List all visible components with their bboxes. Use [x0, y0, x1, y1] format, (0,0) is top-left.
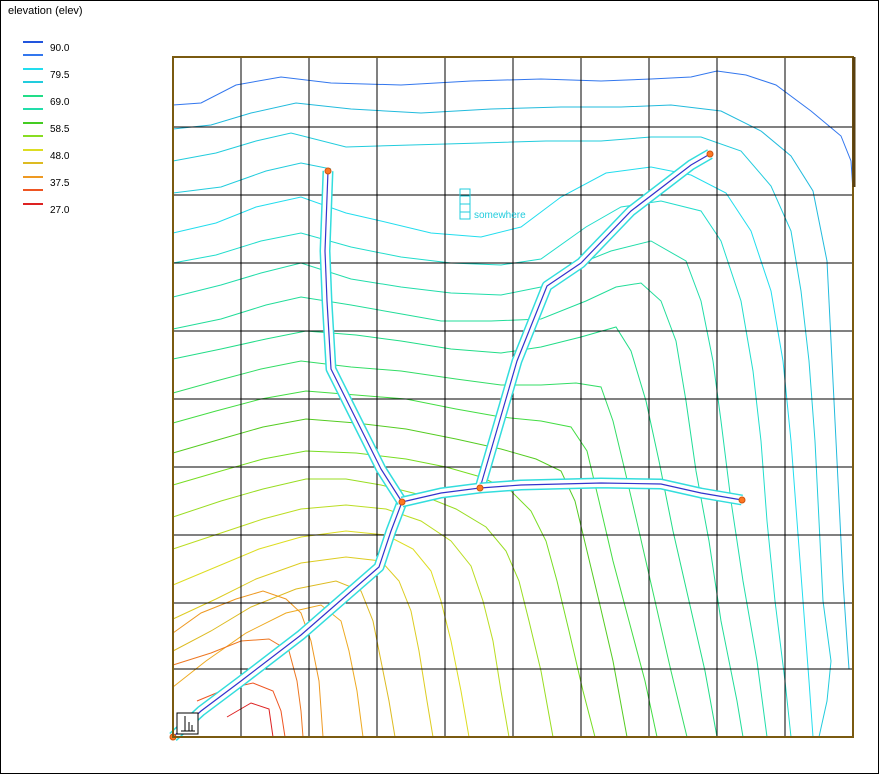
channel-line[interactable]	[479, 482, 743, 501]
channel-node[interactable]	[398, 498, 406, 506]
legend-swatch	[23, 95, 43, 97]
legend-label: 58.5	[50, 124, 70, 135]
channel-node[interactable]	[324, 167, 332, 175]
legend-swatch	[23, 135, 43, 137]
legend-label: 48.0	[50, 151, 70, 162]
legend-swatch	[23, 176, 43, 178]
contour-line	[172, 132, 832, 738]
legend-label: 37.5	[50, 178, 70, 189]
channel-network[interactable]	[169, 149, 743, 742]
legend-label: 27.0	[50, 205, 70, 216]
channel-node[interactable]	[738, 496, 746, 504]
legend-swatch	[23, 162, 43, 164]
legend-swatch	[23, 108, 43, 110]
contour-line	[172, 478, 554, 738]
contour-line	[172, 450, 596, 738]
contour-line	[172, 102, 850, 670]
map-border	[172, 56, 854, 738]
contour-line	[172, 162, 332, 194]
outlet-gauge-icon[interactable]	[176, 712, 199, 735]
channel-line[interactable]	[401, 153, 711, 503]
legend-label: 90.0	[50, 43, 70, 54]
channel-buffer-fill	[401, 150, 713, 506]
contour-line	[172, 530, 470, 738]
annotation-label: somewhere	[474, 210, 526, 221]
contour-line	[172, 326, 718, 738]
contour-line	[172, 504, 510, 738]
contour-line	[172, 70, 854, 192]
contour-line	[172, 418, 628, 738]
legend-label: 69.0	[50, 97, 70, 108]
legend-swatch	[23, 81, 43, 83]
legend-label: 79.5	[50, 70, 70, 81]
legend-swatch	[23, 54, 43, 56]
contour-line	[226, 702, 274, 738]
legend-swatch	[23, 149, 43, 151]
annotation[interactable]: somewhere	[459, 188, 526, 221]
legend-swatch	[23, 68, 43, 70]
channel-buffer	[400, 149, 713, 508]
legend-swatch	[23, 41, 43, 43]
contour-line	[172, 200, 792, 738]
legend-title: elevation (elev)	[8, 5, 83, 17]
contour-line	[172, 580, 396, 738]
contour-line	[172, 590, 324, 738]
channel-line[interactable]	[172, 501, 403, 738]
channel-node[interactable]	[476, 484, 484, 492]
legend-swatch	[23, 122, 43, 124]
grid-lines	[172, 56, 854, 738]
contour-line	[172, 604, 364, 738]
contour-line	[172, 360, 688, 738]
channel-node[interactable]	[706, 150, 714, 158]
channel-nodes[interactable]	[169, 150, 746, 741]
contour-line	[172, 556, 434, 738]
contour-line	[172, 390, 658, 738]
legend-swatch	[23, 189, 43, 191]
channel-line[interactable]	[324, 170, 403, 503]
legend-swatch	[23, 203, 43, 205]
